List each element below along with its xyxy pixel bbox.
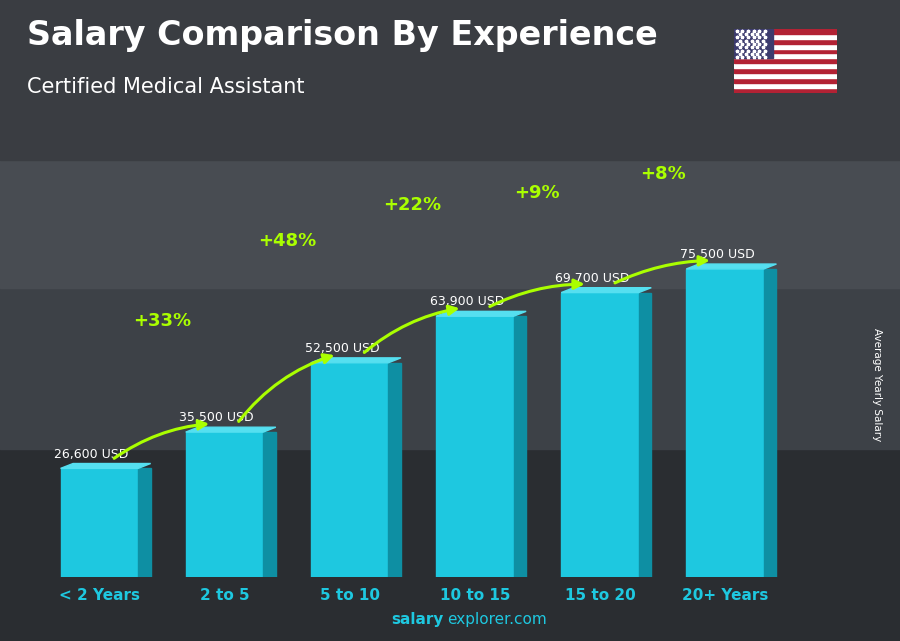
Text: Salary Comparison By Experience: Salary Comparison By Experience (27, 19, 658, 52)
Text: 35,500 USD: 35,500 USD (179, 412, 254, 424)
Bar (687, 269, 764, 577)
Text: Average Yearly Salary: Average Yearly Salary (872, 328, 883, 441)
Text: +22%: +22% (383, 196, 441, 215)
Bar (734, 78, 837, 83)
Text: +9%: +9% (515, 183, 560, 201)
Polygon shape (562, 288, 652, 292)
Bar (734, 58, 837, 63)
Polygon shape (264, 432, 275, 577)
Text: explorer.com: explorer.com (447, 612, 547, 627)
Bar (734, 69, 837, 73)
Text: Certified Medical Assistant: Certified Medical Assistant (27, 77, 304, 97)
Polygon shape (687, 264, 777, 269)
Text: 63,900 USD: 63,900 USD (430, 296, 504, 308)
Polygon shape (310, 358, 401, 363)
Bar (734, 73, 837, 78)
Text: +8%: +8% (640, 165, 686, 183)
Bar (734, 38, 837, 44)
Bar (185, 432, 264, 577)
Polygon shape (185, 427, 275, 432)
Text: 26,600 USD: 26,600 USD (54, 447, 129, 461)
Bar (436, 316, 514, 577)
Bar (310, 363, 389, 577)
Text: 52,500 USD: 52,500 USD (304, 342, 379, 355)
Polygon shape (389, 363, 401, 577)
Bar (562, 292, 639, 577)
Text: salary: salary (392, 612, 444, 627)
Bar (734, 29, 837, 34)
Bar (60, 469, 139, 577)
Polygon shape (514, 316, 526, 577)
Text: 69,700 USD: 69,700 USD (555, 272, 629, 285)
Bar (734, 88, 837, 93)
Bar (734, 53, 837, 58)
Bar (734, 44, 837, 49)
Text: +33%: +33% (133, 312, 191, 330)
Text: 75,500 USD: 75,500 USD (680, 248, 755, 261)
Polygon shape (436, 312, 526, 316)
Text: +48%: +48% (258, 232, 316, 250)
Bar (734, 83, 837, 88)
Bar (734, 29, 773, 58)
Polygon shape (764, 269, 777, 577)
Bar (734, 34, 837, 38)
Bar (734, 63, 837, 69)
Polygon shape (60, 463, 150, 469)
Polygon shape (639, 292, 652, 577)
Bar (734, 49, 837, 53)
Polygon shape (139, 469, 150, 577)
